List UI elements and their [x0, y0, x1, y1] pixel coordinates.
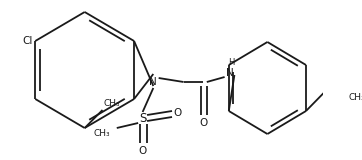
Text: CH₃: CH₃	[349, 92, 362, 101]
Text: H: H	[228, 58, 235, 67]
Text: N: N	[150, 77, 157, 87]
Text: O: O	[173, 108, 181, 118]
Text: O: O	[139, 146, 147, 156]
Text: CH₃: CH₃	[93, 128, 110, 137]
Text: CH₃: CH₃	[104, 99, 120, 108]
Text: Cl: Cl	[22, 36, 33, 46]
Text: O: O	[199, 118, 207, 128]
Text: S: S	[139, 112, 146, 124]
Text: N: N	[226, 68, 234, 78]
